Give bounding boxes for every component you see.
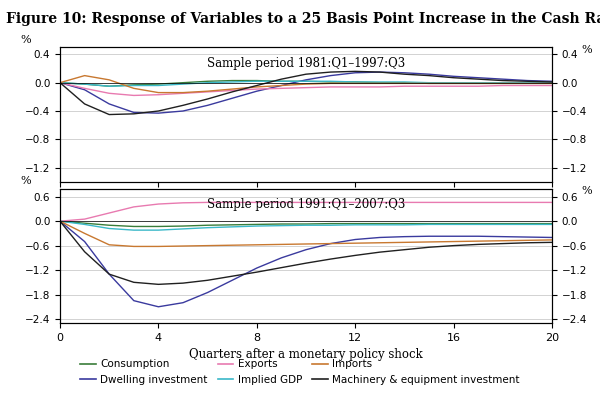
Legend: Consumption, Dwelling investment, Exports, Implied GDP, Imports, Machinery & equ: Consumption, Dwelling investment, Export… [76, 355, 524, 389]
Y-axis label: %: % [20, 176, 31, 186]
Text: Sample period 1981:Q1–1997:Q3: Sample period 1981:Q1–1997:Q3 [207, 57, 405, 70]
Y-axis label: %: % [581, 45, 592, 55]
Text: Sample period 1991:Q1–2007:Q3: Sample period 1991:Q1–2007:Q3 [207, 198, 405, 211]
X-axis label: Quarters after a monetary policy shock: Quarters after a monetary policy shock [189, 348, 423, 361]
Y-axis label: %: % [20, 35, 31, 45]
Text: Figure 10: Response of Variables to a 25 Basis Point Increase in the Cash Rate: Figure 10: Response of Variables to a 25… [6, 12, 600, 26]
Y-axis label: %: % [581, 186, 592, 196]
